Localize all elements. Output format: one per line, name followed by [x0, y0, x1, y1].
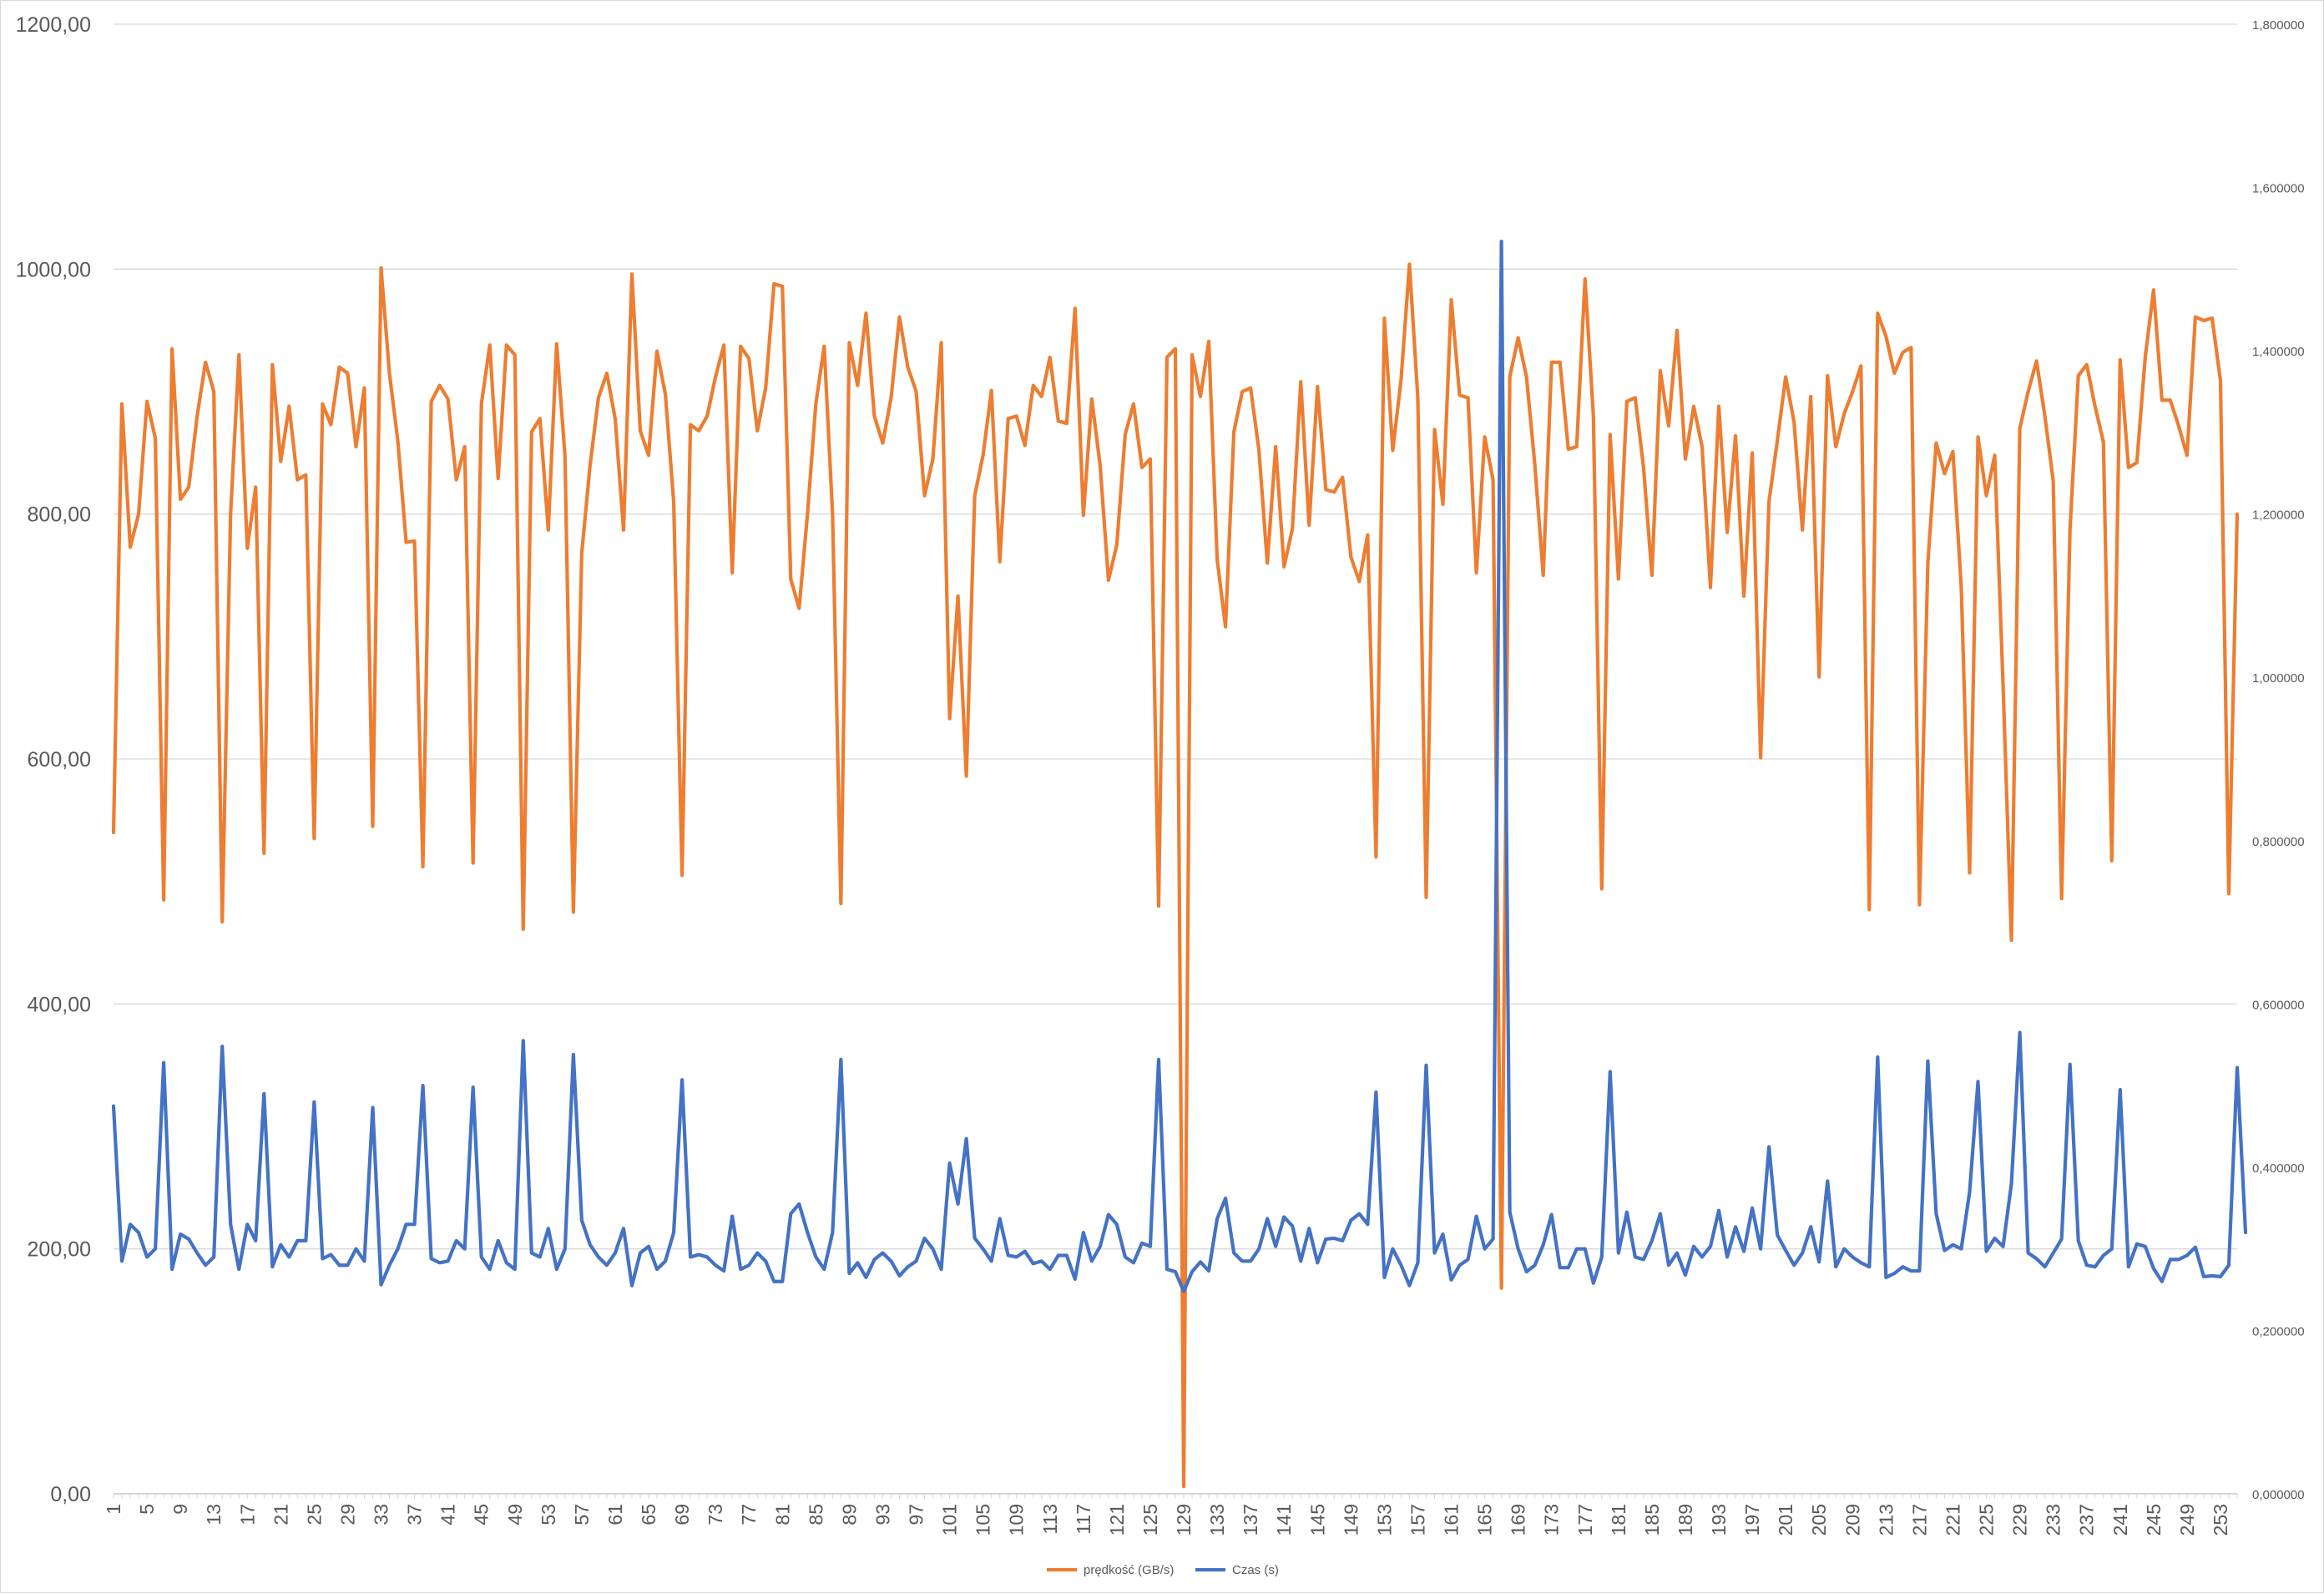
- left-tick-label: 0,00: [50, 1483, 91, 1506]
- right-tick-label: 0,200000: [2252, 1324, 2305, 1338]
- right-tick-label: 0,600000: [2252, 998, 2305, 1012]
- right-tick-label: 0,400000: [2252, 1161, 2305, 1176]
- x-tick-label: 149: [1340, 1504, 1362, 1536]
- x-tick-label: 221: [1942, 1504, 1963, 1536]
- x-tick-label: 161: [1441, 1504, 1463, 1536]
- x-tick-label: 229: [2009, 1504, 2031, 1536]
- x-tick-label: 225: [1976, 1504, 1998, 1536]
- x-tick-label: 53: [538, 1504, 559, 1526]
- x-tick-label: 197: [1741, 1504, 1763, 1536]
- x-tick-label: 5: [136, 1504, 158, 1515]
- x-tick-label: 25: [303, 1504, 325, 1526]
- x-tick-label: 169: [1508, 1504, 1529, 1536]
- right-tick-label: 0,800000: [2252, 835, 2305, 849]
- x-tick-label: 89: [838, 1504, 860, 1526]
- x-tick-label: 173: [1541, 1504, 1563, 1536]
- x-tick-label: 193: [1708, 1504, 1730, 1536]
- legend-label-speed: prędkość (GB/s): [1084, 1563, 1174, 1577]
- x-tick-label: 129: [1173, 1504, 1195, 1536]
- x-tick-label: 61: [604, 1504, 626, 1526]
- x-tick-label: 85: [805, 1504, 826, 1526]
- right-tick-label: 1,600000: [2252, 182, 2305, 196]
- x-tick-label: 81: [771, 1504, 793, 1526]
- series-lines: [111, 239, 2248, 1489]
- x-tick-label: 213: [1875, 1504, 1897, 1536]
- x-tick-label: 37: [404, 1504, 426, 1526]
- x-axis-ticks: 1 5 9 13 17 21 25 29 33 37 41 45 49 53 57 61 65 69 73 77 81 8…: [103, 1494, 2238, 1536]
- x-tick-label: 185: [1641, 1504, 1663, 1536]
- x-tick-label: 201: [1775, 1504, 1796, 1536]
- right-axis-ticks: 0,000000 0,200000 0,400000 0,600000 0,800000…: [2252, 18, 2305, 1502]
- x-tick-label: 209: [1842, 1504, 1863, 1536]
- x-tick-label: 249: [2176, 1504, 2198, 1536]
- x-tick-label: 157: [1407, 1504, 1428, 1536]
- series-line-speed: [111, 262, 2240, 1489]
- legend: prędkość (GB/s) Czas (s): [1047, 1563, 1279, 1577]
- x-tick-label: 101: [939, 1504, 961, 1536]
- x-tick-label: 181: [1608, 1504, 1629, 1536]
- x-tick-label: 109: [1006, 1504, 1028, 1536]
- x-tick-label: 177: [1574, 1504, 1596, 1536]
- right-tick-label: 1,800000: [2252, 18, 2305, 33]
- x-tick-label: 141: [1273, 1504, 1295, 1536]
- x-tick-label: 69: [671, 1504, 693, 1526]
- x-tick-label: 125: [1139, 1504, 1161, 1536]
- x-tick-label: 105: [973, 1504, 994, 1536]
- x-tick-label: 45: [471, 1504, 493, 1526]
- x-tick-label: 205: [1808, 1504, 1830, 1536]
- x-tick-label: 77: [738, 1504, 760, 1526]
- x-tick-label: 133: [1206, 1504, 1228, 1536]
- x-tick-label: 93: [872, 1504, 893, 1526]
- x-tick-label: 49: [504, 1504, 526, 1526]
- left-axis-ticks: 0,00 200,00 400,00 600,00 800,00 1000,00 1200,…: [16, 13, 91, 1506]
- legend-label-time: Czas (s): [1232, 1563, 1279, 1577]
- x-tick-label: 233: [2043, 1504, 2064, 1536]
- x-tick-label: 73: [705, 1504, 726, 1526]
- left-tick-label: 200,00: [28, 1238, 91, 1262]
- x-tick-label: 97: [906, 1504, 927, 1526]
- x-tick-label: 245: [2143, 1504, 2165, 1536]
- left-tick-label: 1200,00: [16, 13, 91, 37]
- x-tick-label: 121: [1106, 1504, 1128, 1536]
- x-tick-label: 41: [437, 1504, 459, 1526]
- x-tick-label: 189: [1675, 1504, 1696, 1536]
- x-tick-label: 1: [103, 1504, 124, 1515]
- right-tick-label: 0,000000: [2252, 1488, 2305, 1502]
- x-tick-label: 117: [1073, 1504, 1094, 1535]
- x-tick-label: 57: [571, 1504, 593, 1526]
- series-line-time: [111, 239, 2248, 1293]
- x-tick-label: 113: [1039, 1504, 1061, 1535]
- x-tick-label: 9: [169, 1504, 191, 1515]
- right-tick-label: 1,400000: [2252, 345, 2305, 359]
- left-tick-label: 600,00: [28, 748, 91, 772]
- x-tick-label: 241: [2109, 1504, 2131, 1536]
- x-tick-label: 65: [638, 1504, 659, 1526]
- x-tick-label: 21: [270, 1504, 291, 1526]
- x-tick-label: 17: [236, 1504, 258, 1526]
- right-tick-label: 1,200000: [2252, 509, 2305, 523]
- left-tick-label: 800,00: [28, 504, 91, 527]
- x-tick-label: 137: [1240, 1504, 1261, 1536]
- x-tick-label: 145: [1306, 1504, 1328, 1536]
- x-tick-label: 217: [1908, 1504, 1930, 1536]
- x-tick-label: 237: [2076, 1504, 2098, 1536]
- x-tick-label: 165: [1474, 1504, 1496, 1536]
- x-tick-label: 29: [336, 1504, 358, 1526]
- x-tick-label: 153: [1373, 1504, 1395, 1536]
- left-tick-label: 1000,00: [16, 258, 91, 281]
- right-tick-label: 1,000000: [2252, 671, 2305, 686]
- left-tick-label: 400,00: [28, 993, 91, 1016]
- x-tick-label: 13: [203, 1504, 225, 1526]
- x-tick-label: 253: [2210, 1504, 2231, 1536]
- x-tick-label: 33: [371, 1504, 392, 1526]
